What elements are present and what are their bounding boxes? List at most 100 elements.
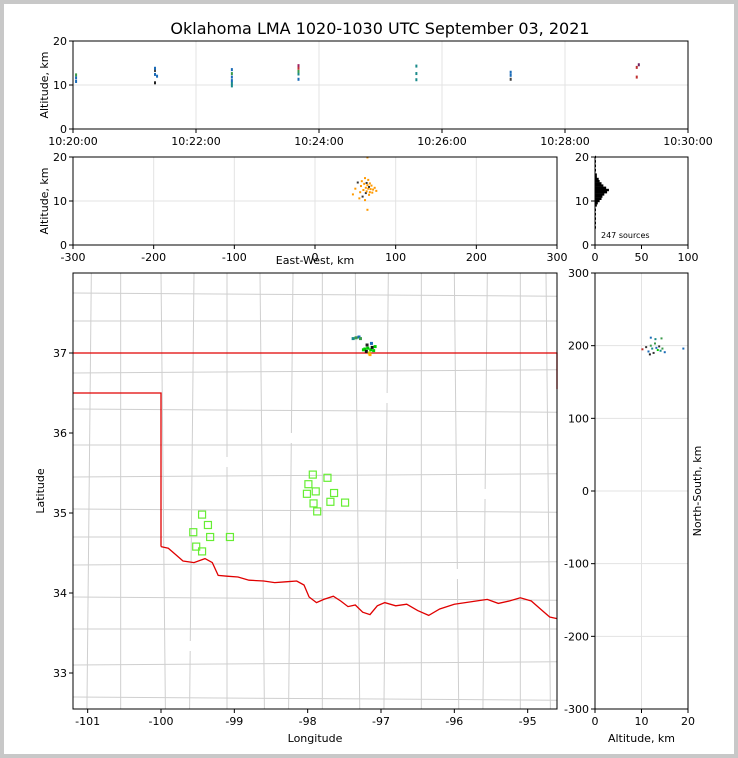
- ew-source-point: [372, 188, 375, 191]
- histogram-bar: [595, 195, 603, 198]
- map-source-point: [367, 351, 371, 355]
- map-xtick-label: -96: [445, 715, 463, 728]
- county-line: [72, 369, 558, 374]
- histogram-bar: [595, 180, 600, 183]
- map-ytick-label: 36: [53, 427, 67, 440]
- map-source-point: [361, 348, 365, 352]
- ew-source-point: [364, 186, 367, 189]
- ta-source-point: [230, 79, 233, 83]
- hist-ytick-label: 0: [582, 239, 589, 252]
- map-source-point: [358, 337, 362, 341]
- county-line: [160, 272, 166, 710]
- ns-ytick-label: 300: [568, 267, 589, 280]
- lma-station-marker: [340, 498, 350, 507]
- histogram-bar: [595, 177, 599, 181]
- map-ytick-label: 34: [53, 587, 67, 600]
- ew-ytick-label: 10: [53, 195, 67, 208]
- ta-source-point: [154, 72, 156, 76]
- hist-xtick-label: 100: [678, 251, 699, 264]
- county-line: [453, 272, 460, 710]
- ew-xtick-label: -200: [141, 251, 166, 264]
- source-count-label: 247 sources: [601, 231, 650, 240]
- ta-source-point: [635, 65, 638, 69]
- ta-ytick-label: 20: [53, 35, 67, 48]
- ew-source-point: [369, 188, 372, 191]
- ta-source-point: [230, 68, 233, 72]
- ta-source-point: [297, 77, 300, 81]
- histogram-bar: [595, 193, 605, 196]
- ta-source-point: [297, 69, 300, 73]
- county-line: [189, 272, 195, 710]
- ns-ytick-label: -200: [564, 630, 589, 643]
- ta-source-point: [635, 75, 638, 79]
- ew-ylabel: Altitude, km: [38, 167, 51, 234]
- ta-source-point: [75, 76, 78, 80]
- ns-source-point: [660, 337, 663, 340]
- lma-station-marker: [309, 499, 318, 508]
- ta-ylabel: Altitude, km: [38, 51, 51, 118]
- lma-station-marker: [203, 520, 213, 530]
- county-line: [354, 272, 361, 710]
- ew-source-point: [371, 191, 374, 194]
- ew-xtick-label: -300: [61, 251, 86, 264]
- ew-source-point: [373, 186, 376, 189]
- ew-source-point: [365, 190, 368, 193]
- map-xtick-label: -99: [225, 715, 243, 728]
- ns-source-point: [659, 349, 662, 352]
- county-gap: [139, 417, 157, 427]
- ta-source-point: [156, 74, 159, 78]
- county-line: [72, 508, 558, 513]
- ew-source-point: [370, 184, 373, 187]
- ew-source-point: [366, 208, 369, 211]
- ew-source-point: [375, 189, 378, 192]
- map-ytick-label: 37: [53, 347, 67, 360]
- map-source-point: [357, 335, 361, 339]
- ns-source-point: [647, 350, 650, 353]
- ns-ytick-label: 200: [568, 340, 589, 353]
- map-axes-frame: [72, 272, 558, 710]
- map-ytick-label: 35: [53, 507, 67, 520]
- lma-station-marker: [206, 532, 215, 542]
- ns-xlabel: Altitude, km: [608, 732, 675, 745]
- ta-source-point: [230, 81, 233, 85]
- ns-source-point: [648, 353, 651, 356]
- histogram-bar: [595, 186, 607, 189]
- ew-source-point: [368, 185, 371, 188]
- histogram-bar: [595, 197, 602, 200]
- ew-source-point: [351, 193, 354, 196]
- ns-ylabel: North-South, km: [691, 446, 704, 537]
- ns-source-point: [649, 344, 652, 347]
- histogram-bar: [595, 184, 604, 187]
- histogram-bar: [595, 175, 597, 178]
- ta-source-point: [230, 84, 233, 88]
- map-source-point: [365, 343, 369, 347]
- ew-source-point: [367, 187, 370, 190]
- ta-xtick-label: 10:22:00: [171, 135, 220, 148]
- ns-source-point: [656, 349, 659, 352]
- chart-title: Oklahoma LMA 1020-1030 UTC September 03,…: [170, 19, 589, 38]
- ew-source-point: [364, 192, 367, 195]
- county-gap: [175, 641, 194, 651]
- ta-source-point: [509, 73, 512, 77]
- map-source-point: [373, 345, 377, 349]
- ns-xtick-label: 0: [592, 715, 599, 728]
- ta-source-point: [509, 77, 512, 81]
- ew-source-point: [364, 199, 367, 202]
- ta-source-point: [509, 70, 512, 74]
- ew-source-point: [363, 182, 366, 185]
- ns-source-point: [682, 347, 685, 350]
- county-line: [72, 596, 558, 601]
- county-gap: [432, 569, 463, 579]
- map-source-point: [354, 336, 358, 340]
- ns-source-point: [641, 348, 644, 351]
- ta-source-point: [75, 73, 78, 77]
- county-line: [72, 408, 558, 413]
- county-gap: [469, 489, 493, 499]
- ew-source-point: [366, 184, 369, 187]
- ta-source-point: [415, 72, 418, 76]
- ns-source-point: [655, 346, 658, 349]
- lma-figure: Oklahoma LMA 1020-1030 UTC September 03,…: [4, 4, 734, 754]
- histogram-bar: [595, 173, 597, 176]
- ns-source-point: [661, 347, 664, 350]
- map-source-point: [369, 348, 373, 352]
